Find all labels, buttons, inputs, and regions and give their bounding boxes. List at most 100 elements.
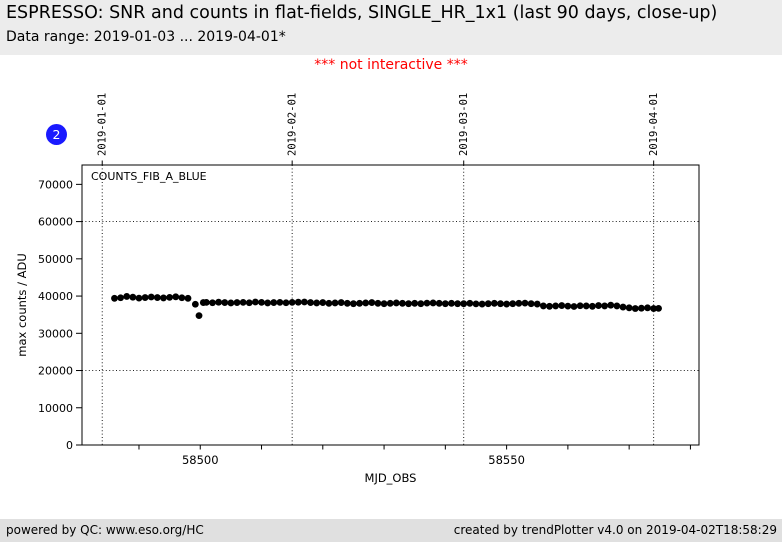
data-point (191, 300, 199, 308)
page-title: ESPRESSO: SNR and counts in flat-fields,… (6, 3, 718, 23)
data-point (515, 299, 523, 307)
data-point (607, 301, 615, 309)
data-point (650, 305, 658, 312)
y-tick-label: 40000 (38, 290, 73, 303)
data-point (343, 299, 351, 307)
data-point (251, 298, 259, 306)
data-point (325, 299, 333, 307)
data-point (141, 294, 149, 301)
data-point (417, 300, 425, 308)
data-point (625, 304, 633, 312)
data-point (337, 299, 345, 306)
data-point (392, 299, 400, 307)
data-point (301, 298, 308, 306)
data-point (601, 302, 609, 310)
data-point (448, 299, 455, 307)
data-point (638, 304, 645, 312)
data-point (195, 312, 203, 320)
data-point (503, 300, 511, 308)
data-point (111, 294, 118, 302)
x-tick-label: 58550 (488, 453, 525, 467)
data-point (399, 299, 406, 307)
data-point (313, 299, 321, 307)
data-point (558, 302, 566, 309)
data-point (423, 299, 431, 307)
data-point (129, 293, 137, 301)
report-header: ESPRESSO: SNR and counts in flat-fields,… (0, 0, 782, 55)
data-point (178, 294, 186, 302)
data-point (472, 300, 480, 308)
data-point (153, 294, 161, 301)
data-point (215, 298, 223, 306)
y-axis-label: max counts / ADU (15, 253, 29, 356)
data-point (288, 298, 296, 306)
data-point (619, 303, 627, 311)
data-point (466, 299, 474, 307)
y-tick-label: 0 (66, 439, 73, 452)
not-interactive-notice: *** not interactive *** (314, 57, 468, 73)
data-point (160, 294, 167, 302)
data-point (435, 299, 443, 307)
data-point (294, 298, 302, 306)
data-point (521, 299, 529, 307)
data-point (478, 300, 486, 308)
data-point (644, 304, 651, 312)
data-point (582, 302, 590, 310)
x-axis-label: MJD_OBS (365, 471, 417, 485)
data-point (411, 299, 419, 307)
data-point (613, 302, 621, 310)
data-point (564, 302, 572, 310)
data-point (546, 302, 553, 310)
data-point (552, 302, 560, 310)
plot-border (81, 164, 700, 446)
data-point (184, 294, 192, 302)
data-point (356, 299, 363, 307)
data-point (490, 299, 498, 307)
top-axis-date-label: 2019-04-01 (648, 93, 660, 156)
data-point (386, 299, 394, 307)
data-point (539, 302, 547, 310)
top-axis-date-label: 2019-02-01 (287, 93, 299, 156)
top-axis-date-label: 2019-03-01 (458, 93, 470, 156)
x-tick-label: 58500 (182, 453, 219, 467)
data-point (135, 294, 143, 302)
y-tick-label: 70000 (38, 178, 73, 191)
data-point (147, 293, 155, 301)
data-point (221, 299, 229, 306)
data-point (319, 299, 327, 306)
data-point (166, 293, 174, 301)
data-point (497, 300, 504, 308)
data-point (227, 299, 235, 307)
data-point (533, 300, 541, 308)
data-point (374, 299, 382, 307)
data-range-subtitle: Data range: 2019-01-03 ... 2019-04-01* (6, 29, 286, 45)
data-point (509, 300, 517, 308)
data-point (258, 298, 265, 306)
y-tick-label: 60000 (38, 216, 73, 229)
footer-powered-by: powered by QC: www.eso.org/HC (6, 523, 204, 537)
data-point (276, 298, 284, 306)
top-axis-date-label: 2019-01-01 (97, 93, 109, 156)
data-point (576, 302, 584, 310)
data-point (282, 299, 290, 307)
data-point (460, 300, 468, 308)
data-point (202, 298, 210, 306)
data-point (454, 300, 461, 308)
data-point (350, 300, 357, 308)
y-tick-label: 20000 (38, 365, 73, 378)
data-point (441, 300, 449, 308)
report-footer: powered by QC: www.eso.org/HC created by… (0, 519, 782, 542)
data-point (362, 299, 370, 307)
data-point (405, 300, 412, 308)
panel-number-badge: 2 (46, 124, 67, 145)
data-point (380, 300, 388, 308)
data-point (209, 299, 216, 307)
data-point (527, 300, 535, 308)
data-point (264, 299, 272, 307)
data-point (233, 299, 241, 306)
data-point (429, 299, 437, 307)
data-point (484, 300, 492, 308)
series-label: COUNTS_FIB_A_BLUE (91, 170, 207, 183)
data-point (245, 299, 253, 307)
